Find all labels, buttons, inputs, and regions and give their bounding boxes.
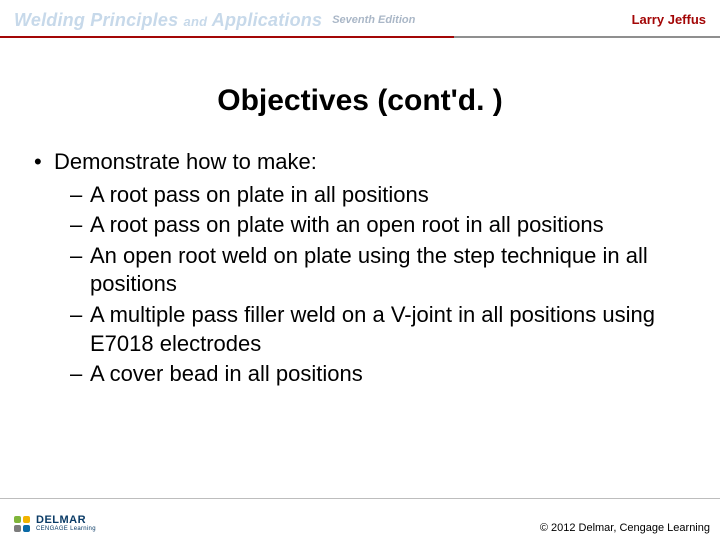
bullet-dash-icon: – [70, 242, 90, 299]
bullet-dash-icon: – [70, 211, 90, 240]
bullet-level2-text: A root pass on plate with an open root i… [90, 211, 604, 240]
bullet-level2-text: A root pass on plate in all positions [90, 181, 429, 210]
slide-title: Objectives (cont'd. ) [0, 84, 720, 118]
bullet-dash-icon: – [70, 301, 90, 358]
header-edition: Seventh Edition [332, 14, 415, 26]
publisher-logo: DELMAR CENGAGE Learning [14, 515, 96, 532]
bullet-level2: – A root pass on plate with an open root… [70, 211, 690, 240]
logo-tagline: CENGAGE Learning [36, 526, 96, 532]
header-divider-left [0, 36, 454, 38]
bullet-level1-text: Demonstrate how to make: [54, 148, 317, 177]
logo-brand: DELMAR [36, 515, 96, 526]
sub-bullet-list: – A root pass on plate in all positions … [30, 181, 690, 389]
title-part2: Applications [212, 10, 322, 30]
logo-petal [23, 525, 30, 532]
bullet-level1: • Demonstrate how to make: [30, 148, 690, 177]
bullet-level2-text: An open root weld on plate using the ste… [90, 242, 690, 299]
bullet-dot-icon: • [30, 148, 54, 177]
logo-text: DELMAR CENGAGE Learning [36, 515, 96, 532]
bullet-level2: – An open root weld on plate using the s… [70, 242, 690, 299]
logo-petal [23, 516, 30, 523]
logo-mark-icon [14, 516, 30, 532]
header-divider-right [454, 36, 720, 38]
bullet-dash-icon: – [70, 181, 90, 210]
header-author: Larry Jeffus [632, 12, 706, 27]
logo-petal [14, 516, 21, 523]
slide-footer: DELMAR CENGAGE Learning © 2012 Delmar, C… [0, 498, 720, 540]
bullet-level2-text: A cover bead in all positions [90, 360, 363, 389]
logo-petal [14, 525, 21, 532]
title-and: and [184, 14, 208, 29]
slide-content: • Demonstrate how to make: – A root pass… [0, 148, 720, 389]
footer-divider [0, 498, 720, 499]
header-divider [0, 36, 720, 38]
footer-copyright: © 2012 Delmar, Cengage Learning [540, 522, 710, 534]
bullet-level2: – A multiple pass filler weld on a V-joi… [70, 301, 690, 358]
bullet-dash-icon: – [70, 360, 90, 389]
bullet-level2: – A root pass on plate in all positions [70, 181, 690, 210]
title-part1: Welding Principles [14, 10, 178, 30]
bullet-level2: – A cover bead in all positions [70, 360, 690, 389]
header-book-title: Welding Principles and Applications [14, 10, 322, 31]
slide-header: Welding Principles and Applications Seve… [0, 0, 720, 40]
bullet-level2-text: A multiple pass filler weld on a V-joint… [90, 301, 690, 358]
